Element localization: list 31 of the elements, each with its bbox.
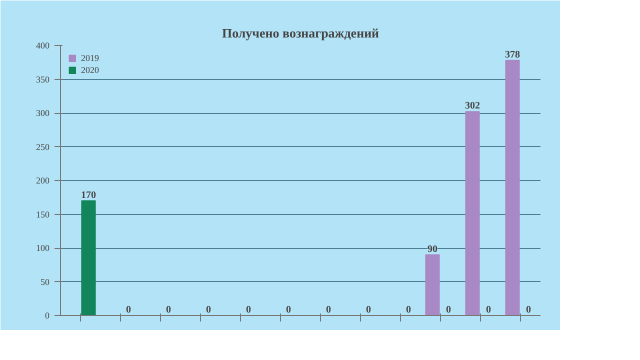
y-tick-label: 350 <box>36 74 50 84</box>
data-label: 0 <box>486 304 491 316</box>
chart-title: Получено вознаграждений <box>222 26 380 40</box>
data-label: 378 <box>505 49 520 60</box>
y-tick-label: 100 <box>36 243 50 253</box>
data-label: 0 <box>526 304 531 316</box>
y-tick-label: 150 <box>36 209 50 220</box>
data-label: 0 <box>206 304 211 316</box>
data-label: 0 <box>246 304 251 316</box>
data-label: 302 <box>465 100 480 112</box>
data-label: 0 <box>406 304 411 316</box>
data-label: 0 <box>166 304 171 316</box>
data-label: 0 <box>126 304 131 316</box>
y-tick-label: 200 <box>36 176 50 186</box>
data-label: 0 <box>286 304 291 316</box>
y-tick-label: 250 <box>36 142 50 152</box>
y-tick-label: 400 <box>36 40 50 50</box>
data-label: 0 <box>326 304 331 316</box>
y-tick-label: 50 <box>40 276 50 287</box>
data-label: 90 <box>428 244 438 255</box>
legend-label: 2019 <box>81 53 100 63</box>
bar <box>81 200 96 316</box>
data-label: 0 <box>446 304 451 316</box>
bar <box>425 254 440 316</box>
data-label: 170 <box>81 190 96 201</box>
legend-label: 2020 <box>81 65 100 75</box>
bar <box>465 111 480 316</box>
bar <box>505 60 520 316</box>
y-tick-label: 0 <box>45 310 50 320</box>
y-tick-label: 300 <box>36 108 50 118</box>
data-label: 0 <box>366 304 371 316</box>
